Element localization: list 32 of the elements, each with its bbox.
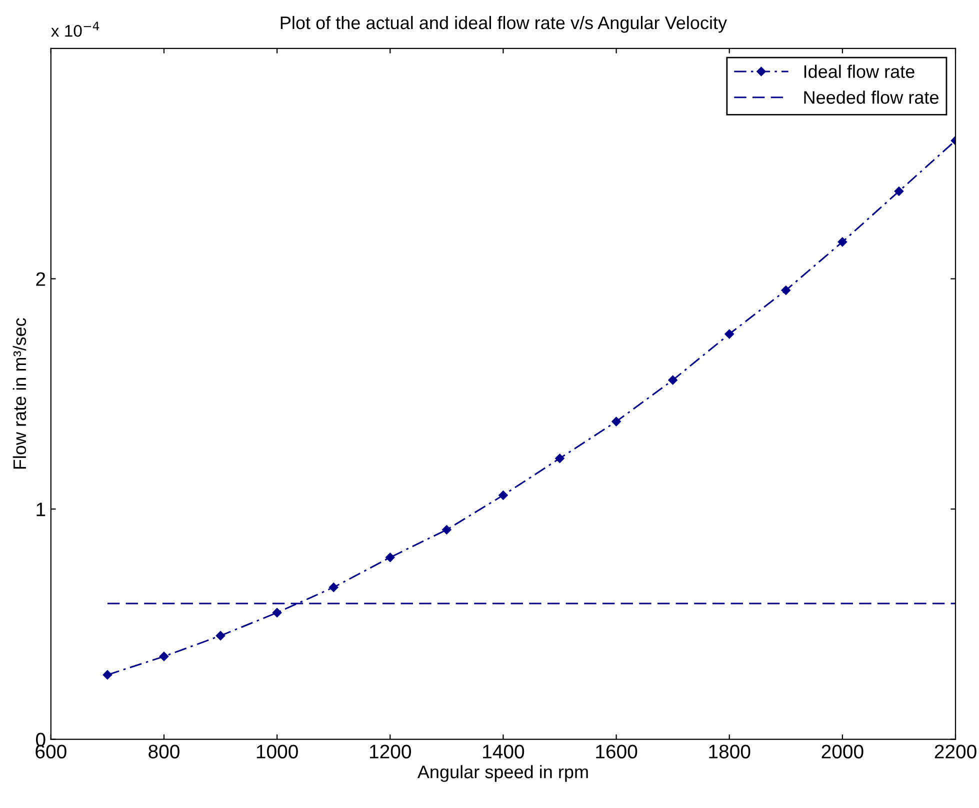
x-tick-label: 1800 (709, 744, 750, 758)
point (612, 416, 621, 426)
point (724, 329, 734, 339)
point (894, 186, 904, 196)
point (216, 631, 226, 640)
point (838, 237, 848, 247)
point (442, 525, 452, 534)
x-tick-label: 2000 (822, 744, 864, 758)
point (386, 552, 395, 562)
point (272, 608, 282, 618)
x-axis-title: Angular speed in rpm (417, 765, 588, 782)
point (781, 286, 791, 295)
x-tick-label: 1000 (256, 744, 298, 758)
point (555, 454, 564, 463)
y-tick-label: 1 (36, 502, 46, 516)
legend-label: Ideal flow rate (804, 64, 914, 78)
x-tick-label: 1200 (370, 744, 411, 758)
x-tick-label: 2200 (934, 744, 976, 758)
point (328, 582, 338, 592)
x-tick-label: 800 (148, 744, 180, 758)
point (159, 652, 169, 662)
point (102, 670, 112, 680)
point (498, 490, 508, 500)
legend-label: Needed flow rate (804, 90, 938, 104)
y-tick-label: 2 (36, 272, 46, 286)
point (668, 375, 678, 385)
x-tick-label: 600 (36, 744, 66, 758)
y-axis-title: Flow rate in m³/sec (12, 318, 26, 469)
x-tick-label: 1400 (483, 744, 524, 758)
x-tick-label: 1600 (596, 744, 638, 758)
chart-title: Plot of the actual and ideal flow rate v/s Angular Velocity (280, 16, 728, 33)
text: x 10$^{−4}$ (51, 22, 100, 37)
